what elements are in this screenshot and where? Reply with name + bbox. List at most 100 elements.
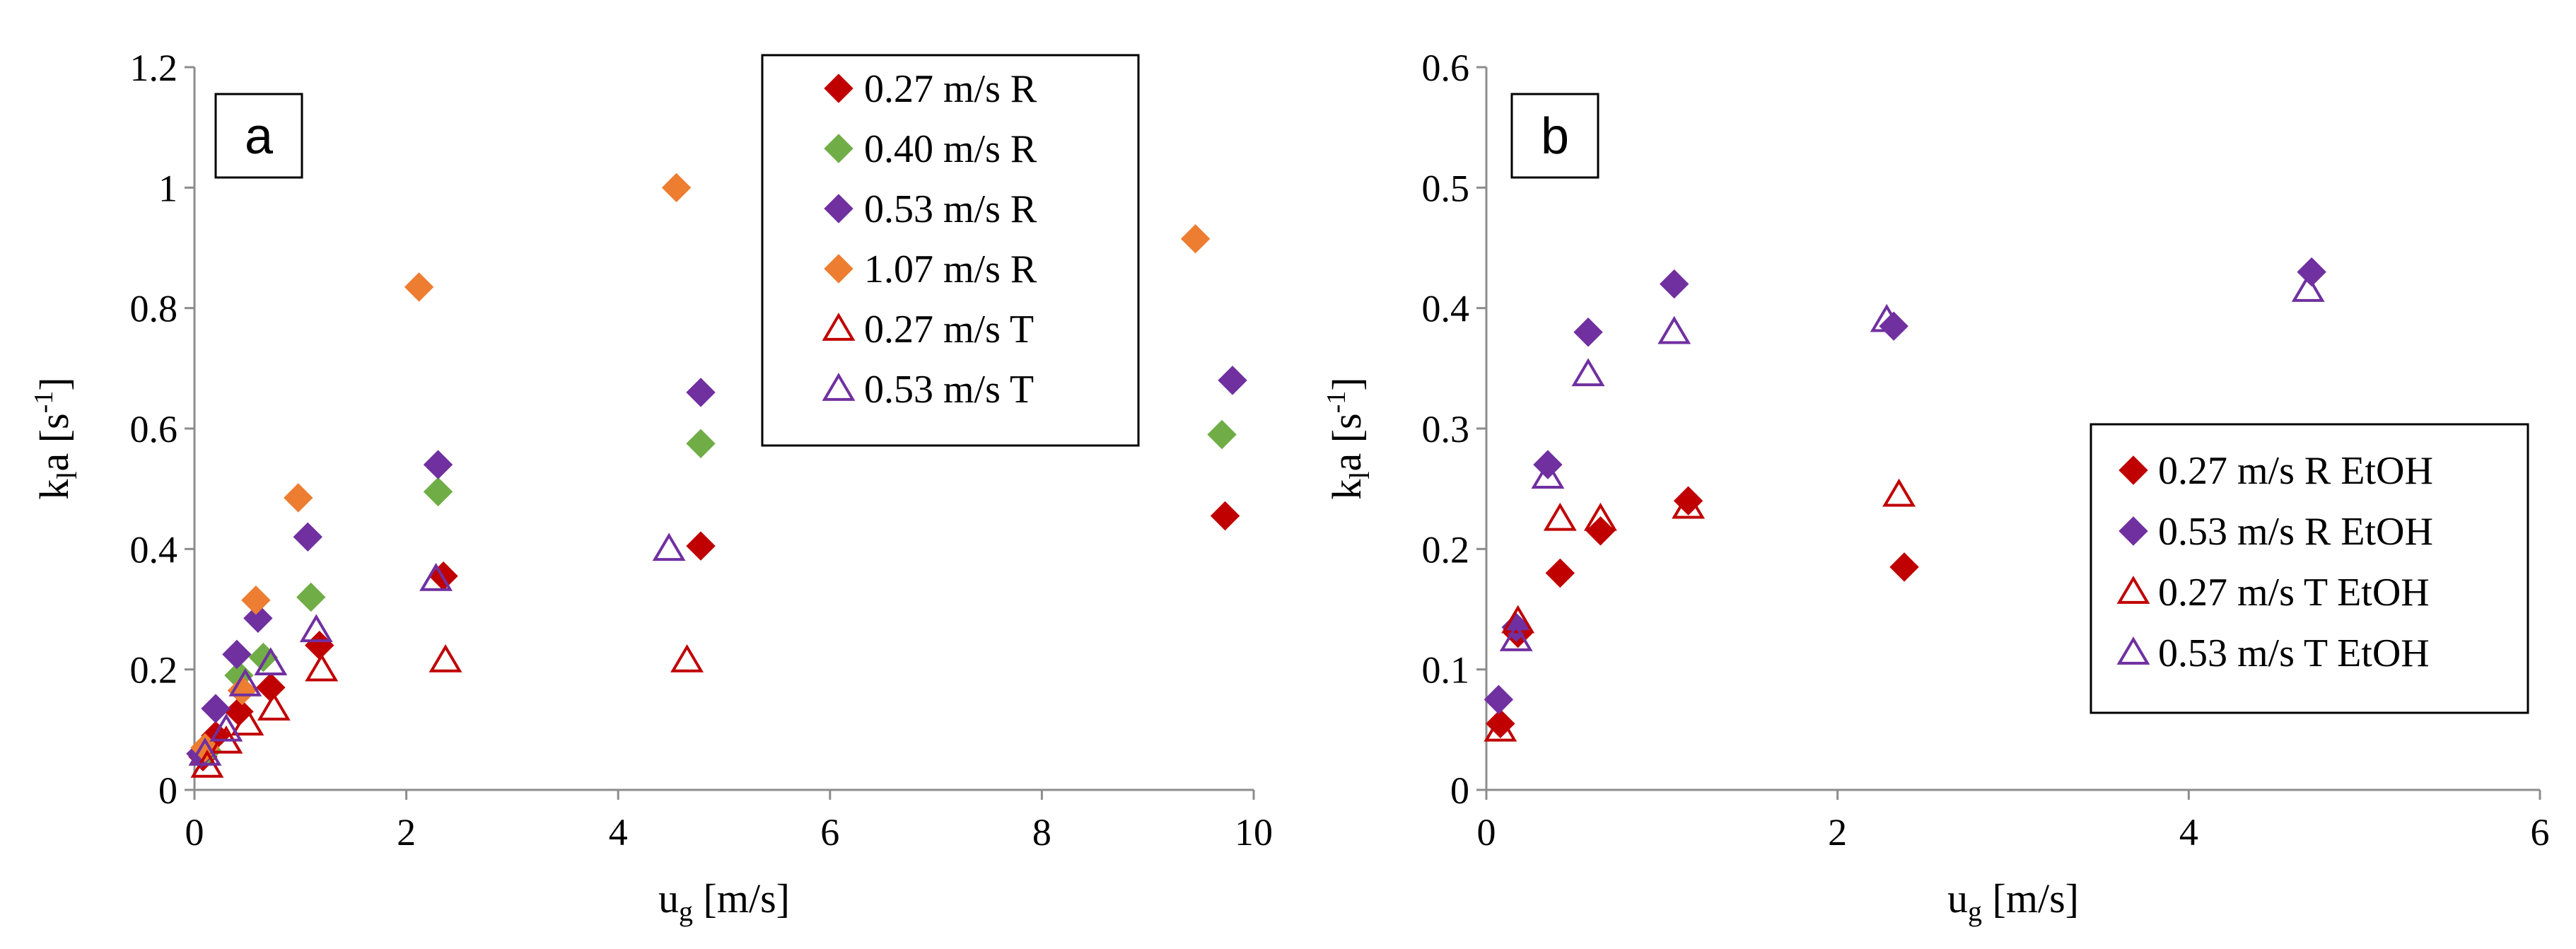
data-point — [1531, 460, 1565, 489]
legend-marker — [2119, 516, 2148, 546]
series-0-27-m-s-t — [190, 644, 704, 778]
y-tick-label: 0.6 — [130, 408, 178, 450]
data-point — [1207, 419, 1237, 450]
data-point — [652, 532, 686, 561]
data-point — [1573, 318, 1603, 347]
y-tick-label: 0 — [1450, 769, 1469, 812]
x-tick-label: 10 — [1235, 811, 1273, 854]
data-point — [686, 429, 716, 458]
data-point — [257, 692, 291, 721]
y-tick-label: 0.4 — [1422, 288, 1470, 330]
data-point — [404, 272, 434, 302]
data-point — [227, 675, 257, 706]
legend-marker — [2116, 636, 2150, 665]
data-point — [188, 737, 222, 766]
series-0-27-m-s-t-etoh — [1484, 478, 1916, 742]
panel-label: b — [1541, 108, 1569, 165]
y-tick-label: 0.6 — [1422, 47, 1470, 89]
data-point — [222, 639, 252, 670]
y-tick-label: 0.4 — [130, 528, 178, 571]
y-tick-label: 0.5 — [1422, 167, 1470, 209]
data-point — [243, 603, 273, 633]
x-tick-label: 2 — [397, 811, 416, 854]
x-axis-title: ug [m/s] — [658, 875, 790, 927]
data-point — [1882, 478, 1916, 507]
legend-label: 0.27 m/s R EtOH — [2158, 449, 2433, 493]
panel-label-box — [214, 93, 303, 179]
legend-label: 0.27 m/s R — [864, 67, 1037, 111]
legend-box — [761, 54, 1140, 447]
legend-marker — [2119, 455, 2148, 485]
legend-marker — [822, 313, 856, 341]
legend-marker — [824, 74, 853, 103]
data-point — [429, 644, 462, 673]
x-axis-title: ug [m/s] — [1947, 875, 2079, 927]
legend-marker — [824, 194, 853, 223]
legend: 0.27 m/s R 0.40 m/s R 0.53 m/s R 1.07 m/s R… — [761, 54, 1140, 447]
panel-b: 0 0.1 0.2 0.3 0.4 0.5 0.6 0 2 4 6 ug [m/s] kla [s-1]… — [1322, 47, 2550, 927]
x-tick-label: 8 — [1032, 811, 1051, 854]
x-tick-label: 6 — [820, 811, 839, 854]
data-point — [1218, 366, 1247, 395]
data-point — [2297, 257, 2326, 287]
data-point — [209, 713, 243, 742]
legend-label: 0.53 m/s T EtOH — [2158, 631, 2430, 675]
legend-marker — [824, 254, 853, 284]
data-point — [241, 586, 271, 615]
legend-label: 0.27 m/s T EtOH — [2158, 571, 2430, 615]
data-point — [686, 531, 716, 561]
x-tick-label: 2 — [1828, 811, 1847, 854]
panel-label: a — [245, 108, 274, 165]
data-point — [1571, 358, 1605, 387]
data-point — [1543, 502, 1577, 531]
data-point — [670, 644, 704, 673]
data-point — [305, 653, 339, 682]
y-tick-label: 0.3 — [1422, 408, 1470, 450]
legend-label: 1.07 m/s R — [864, 248, 1037, 291]
data-point — [284, 483, 313, 513]
y-axis-title: kla [s-1] — [29, 377, 83, 499]
panel-a: 0 0.2 0.4 0.6 0.8 1 1.2 0 2 4 6 8 10 ug [m/s] kla [s-1… — [29, 47, 1273, 927]
data-point — [256, 673, 286, 702]
data-point — [1585, 516, 1616, 546]
data-point — [231, 707, 264, 736]
data-point — [1545, 558, 1575, 588]
data-point — [228, 668, 262, 697]
data-point — [1501, 605, 1535, 634]
data-point — [1484, 713, 1517, 742]
y-tick-label: 0.2 — [130, 649, 178, 692]
series-0-53-m-s-t-etoh — [1499, 274, 2325, 651]
legend-marker — [2116, 576, 2150, 604]
data-point — [293, 522, 322, 552]
x-tick-label: 6 — [2531, 811, 2550, 854]
legend-label: 0.27 m/s T — [864, 308, 1034, 351]
legend-marker — [824, 134, 853, 163]
series-0-27-m-s-r-etoh — [1486, 486, 1919, 739]
series-0-53-m-s-r — [186, 366, 1247, 769]
series-0-40-m-s-r — [192, 419, 1237, 766]
data-point — [2291, 274, 2325, 302]
y-tick-label: 1.2 — [130, 47, 178, 89]
data-point — [254, 647, 288, 675]
y-tick-label: 1 — [158, 167, 177, 209]
x-tick-label: 0 — [1477, 811, 1496, 854]
data-point — [419, 562, 453, 591]
data-point — [1870, 303, 1904, 332]
y-tick-label: 0.8 — [130, 288, 178, 330]
data-point — [1499, 623, 1533, 651]
data-point — [1484, 685, 1514, 714]
x-tick-label: 4 — [609, 811, 628, 854]
legend-label: 0.53 m/s R — [864, 187, 1037, 231]
x-tick-label: 4 — [2179, 811, 2198, 854]
x-tick-label: 0 — [185, 811, 204, 854]
data-point — [1660, 269, 1689, 299]
data-point — [1672, 490, 1706, 519]
data-point — [1879, 311, 1908, 341]
panel-label-box — [1510, 93, 1599, 179]
legend: 0.27 m/s R EtOH 0.53 m/s R EtOH 0.27 m/s T… — [2090, 423, 2529, 714]
data-point — [1657, 315, 1691, 344]
data-point — [661, 173, 692, 203]
data-point — [1210, 501, 1240, 531]
data-point — [296, 582, 326, 612]
